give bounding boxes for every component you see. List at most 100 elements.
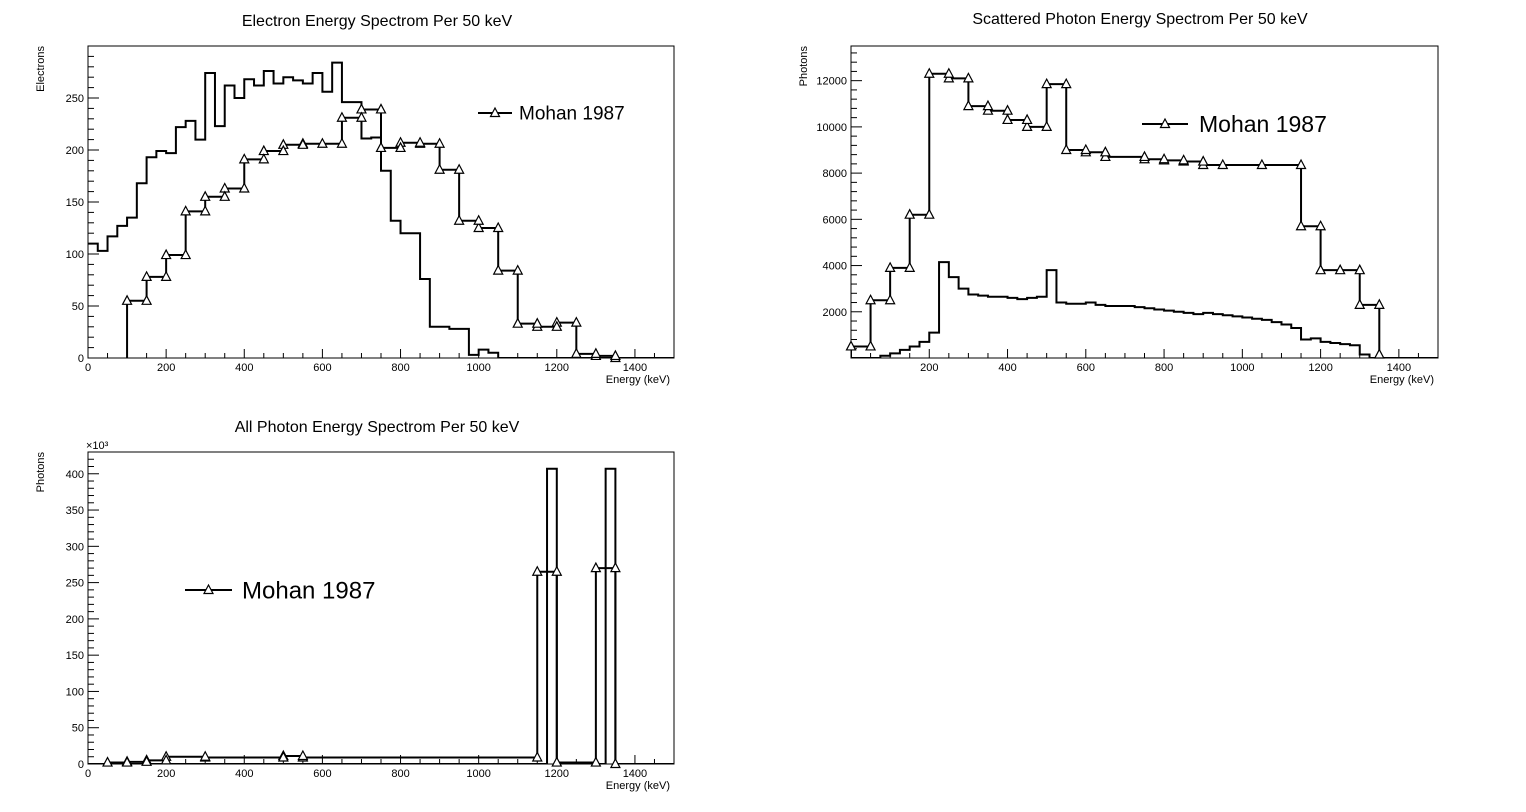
y-tick-label: 50: [72, 723, 84, 735]
y-axis-label: Photons: [35, 452, 47, 493]
mohan-data-point: [570, 347, 582, 358]
plot-frame: [87, 451, 675, 765]
y-tick-label: 50: [72, 301, 84, 313]
y-tick-label: 150: [66, 650, 84, 662]
mohan-data-point: [865, 293, 877, 305]
y-tick-label: 250: [66, 93, 84, 105]
mohan-data-point: [121, 756, 133, 767]
mohan-data-point: [531, 565, 543, 576]
mohan-data-point: [531, 751, 543, 762]
x-tick-label: 1400: [1387, 362, 1411, 374]
mohan-data-point: [962, 72, 974, 83]
x-tick-label: 1000: [1230, 362, 1254, 374]
legend-marker: [1159, 117, 1171, 129]
legend-marker: [203, 583, 214, 595]
mohan-data-point: [962, 99, 974, 111]
y-tick-label: 0: [78, 759, 84, 771]
mohan-data-point: [297, 138, 309, 149]
mohan-data-point: [1217, 158, 1229, 170]
mohan-data-point: [453, 163, 465, 174]
mohan-data-point: [1256, 158, 1268, 170]
legend-marker: [489, 106, 501, 118]
x-tick-label: 200: [157, 362, 175, 374]
mohan-data-point: [199, 750, 211, 761]
mohan-data-point: [297, 749, 309, 761]
mohan-data-point: [923, 208, 935, 219]
x-tick-label: 600: [1077, 362, 1095, 374]
mohan-data-point: [943, 67, 955, 78]
x-tick-label: 400: [235, 362, 253, 374]
y-tick-label: 8000: [823, 168, 847, 180]
mohan-data-point: [1060, 77, 1072, 89]
mohan-data-point: [1315, 263, 1327, 275]
mohan-data-point: [141, 270, 153, 281]
mohan-data-point: [904, 261, 916, 272]
mohan-data-point: [1373, 348, 1385, 359]
mohan-data-point: [1002, 104, 1014, 115]
x-tick-label: 1200: [545, 768, 569, 780]
mohan-data-point: [1315, 219, 1327, 231]
mohan-data-point: [199, 205, 211, 216]
mohan-data-point: [336, 137, 348, 148]
chart-title: All Photon Energy Spectrom Per 50 keV: [235, 419, 520, 436]
mohan-data-point: [434, 163, 446, 174]
mohan-data-point: [1354, 298, 1366, 309]
chart-panel-2: Scattered Photon Energy Spectrom Per 50 …: [798, 11, 1439, 386]
y-axis-label: Photons: [798, 46, 810, 87]
x-tick-label: 400: [235, 768, 253, 780]
mohan-data-point: [121, 294, 133, 305]
mohan-data-point: [219, 190, 231, 201]
y-tick-label: 100: [66, 686, 84, 698]
mohan-data-point: [1354, 263, 1366, 275]
mohan-data-point: [512, 264, 524, 275]
mohan-data-point: [923, 67, 935, 78]
mohan-data-point: [395, 141, 407, 153]
x-tick-label: 600: [313, 768, 331, 780]
mohan-data-point: [1334, 263, 1346, 275]
y-tick-label: 0: [78, 353, 84, 365]
mohan-data-point: [238, 182, 250, 193]
mohan-data-point: [1099, 146, 1111, 157]
x-tick-label: 800: [391, 362, 409, 374]
y-tick-label: 12000: [816, 76, 847, 88]
y-tick-label: 200: [66, 145, 84, 157]
legend-label: Mohan 1987: [519, 104, 625, 125]
mohan-data-point: [1295, 219, 1307, 231]
mohan-data-point: [434, 137, 446, 148]
chart-panel-3: All Photon Energy Spectrom Per 50 keV 0 20…: [35, 419, 675, 792]
x-tick-label: 600: [313, 362, 331, 374]
mohan-data-point: [1041, 77, 1053, 89]
x-tick-label: 400: [998, 362, 1016, 374]
x-tick-label: 1400: [623, 362, 647, 374]
mohan-data-point: [160, 248, 172, 260]
histogram-series-line: [88, 467, 674, 764]
mohan-data-point: [180, 248, 192, 260]
mohan-data-point: [102, 756, 114, 767]
x-tick-label: 0: [85, 768, 91, 780]
mohan-data-point: [1041, 120, 1053, 131]
legend: Mohan 1987: [1142, 111, 1327, 137]
y-tick-label: 6000: [823, 214, 847, 226]
mohan-data-point: [1021, 113, 1033, 125]
mohan-data-point: [492, 221, 504, 233]
mohan-data-point: [609, 561, 621, 573]
mohan-data-point: [551, 756, 563, 767]
x-tick-label: 200: [157, 768, 175, 780]
x-tick-label: 1000: [466, 362, 490, 374]
x-tick-label: 1200: [1308, 362, 1332, 374]
y-tick-label: 300: [66, 541, 84, 553]
x-tick-label: 0: [85, 362, 91, 374]
x-tick-label: 800: [1155, 362, 1173, 374]
mohan-data-point: [1158, 152, 1170, 164]
x-axis-label: Energy (keV): [606, 780, 670, 792]
mohan-data-point: [531, 317, 543, 328]
y-tick-label: 10000: [816, 122, 847, 134]
mohan-data-point: [453, 214, 465, 225]
mohan-data-point: [1002, 113, 1014, 125]
mohan-data-point: [160, 754, 172, 765]
mohan-data-point: [238, 153, 250, 164]
y-tick-label: 150: [66, 197, 84, 209]
mohan-data-point: [590, 561, 602, 573]
mohan-data-point: [180, 205, 192, 216]
mohan-data-point: [141, 755, 153, 766]
